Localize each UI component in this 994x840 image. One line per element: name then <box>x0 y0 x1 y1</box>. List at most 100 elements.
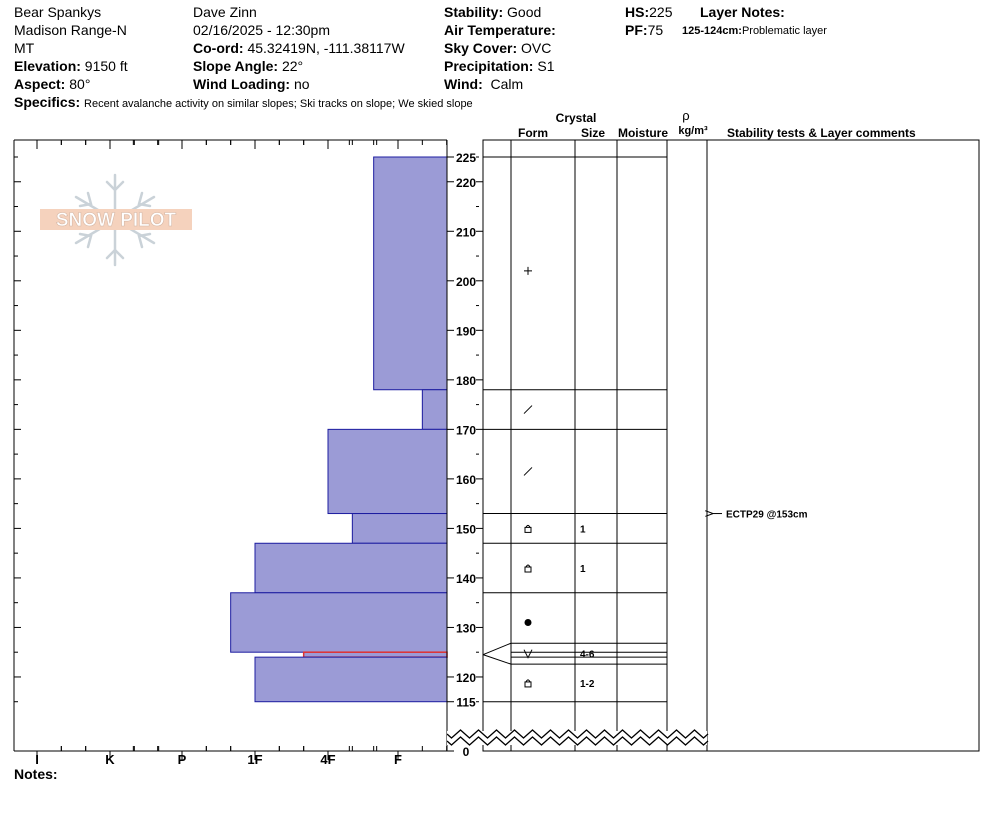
decomposing-fragments-icon <box>523 467 533 476</box>
mountain-range: Madison Range-N <box>14 22 127 38</box>
precipitation-particles-icon <box>524 266 532 275</box>
specifics-label: Specifics: <box>14 94 81 110</box>
stability-label: Stability: <box>444 4 504 20</box>
crystal-size: 1 <box>580 564 586 575</box>
air-temp-label: Air Temperature: <box>444 22 556 38</box>
crystal-size: 4-6 <box>580 650 595 661</box>
problematic-layer-bar <box>302 651 448 658</box>
hardness-bar <box>373 156 448 391</box>
stability-value: Good <box>507 4 542 20</box>
aspect: Aspect: 80° <box>14 75 90 93</box>
hardness-bar <box>327 428 448 515</box>
sky-value: OVC <box>521 40 552 56</box>
hardness-label: K <box>105 752 115 767</box>
layer-note: 125-124cm:Problematic layer <box>682 22 827 40</box>
stability-test-label: ECTP29 @153cm <box>726 510 808 521</box>
stability-tests-panel <box>706 139 980 752</box>
rounded-grains-icon <box>524 618 532 626</box>
decomposing-fragments-icon <box>523 405 533 414</box>
wind-loading-value: no <box>293 76 310 92</box>
wind-loading: Wind Loading: no <box>193 75 310 93</box>
crystal-table-frame <box>482 139 708 752</box>
depth-label: 170 <box>456 423 476 437</box>
hardness-bar <box>351 513 448 544</box>
precipitation: Precipitation: S1 <box>444 57 554 75</box>
snowpilot-logo: SNOW PILOT <box>40 173 192 267</box>
form-header: Form <box>518 126 548 140</box>
layer-connector <box>482 654 512 665</box>
hardness-label: I <box>35 752 39 767</box>
slash-symbol <box>523 467 533 476</box>
arc-symbol <box>525 524 531 528</box>
wind-value: Calm <box>490 76 524 92</box>
hardness-bars <box>230 156 448 703</box>
crystal-size: 1 <box>580 524 586 535</box>
square-symbol <box>524 566 532 573</box>
hardness-label: 4F <box>320 752 335 767</box>
rho-header: ρ <box>682 108 689 123</box>
penetration-foot: PF:75 <box>625 21 663 39</box>
hs-label: HS: <box>625 4 650 20</box>
depth-label: 190 <box>456 324 476 338</box>
wind-loading-label: Wind Loading: <box>193 76 291 92</box>
stability: Stability: Good <box>444 3 541 21</box>
pf-label: PF: <box>625 22 648 38</box>
coord-label: Co-ord: <box>193 40 244 56</box>
depth-break <box>446 729 709 746</box>
hs-value: 225 <box>649 4 673 20</box>
hardness-bar <box>421 389 448 430</box>
v-symbol <box>523 649 533 659</box>
precip-value: S1 <box>537 58 555 74</box>
air-temperature: Air Temperature: <box>444 21 556 39</box>
layer-connector <box>482 642 512 656</box>
date-time: 02/16/2025 - 12:30pm <box>193 22 330 38</box>
logo-text: SNOW PILOT <box>56 210 177 231</box>
depth-label: 140 <box>456 572 476 586</box>
wind: Wind: Calm <box>444 75 523 93</box>
crystal-size: 1-2 <box>580 679 595 690</box>
elevation-label: Elevation: <box>14 58 81 74</box>
coord-value: 45.32419N, -111.38117W <box>247 40 405 56</box>
depth-label: 160 <box>456 473 476 487</box>
dot-symbol <box>524 618 532 626</box>
hardness-bar <box>254 656 448 703</box>
density-unit-header: kg/m³ <box>678 125 708 137</box>
hardness-axis-labels: I K P 1F 4F F <box>35 752 402 767</box>
specifics-text: Recent avalanche activity on similar slo… <box>84 98 473 110</box>
square-symbol <box>524 681 532 688</box>
hardness-label: F <box>394 752 402 767</box>
observer: Dave Zinn <box>193 4 257 20</box>
depth-label: 210 <box>456 225 476 239</box>
slope-value: 22° <box>281 58 304 74</box>
state: MT <box>14 40 35 56</box>
plus-symbol <box>524 266 532 275</box>
hardness-bar <box>254 542 448 594</box>
slope-angle: Slope Angle: 22° <box>193 57 303 75</box>
sky-cover: Sky Cover: OVC <box>444 39 551 57</box>
wind-label: Wind: <box>444 76 483 92</box>
size-header: Size <box>581 126 605 140</box>
depth-axis: 225 220 210 200 190 180 170 160 150 140 130 120 115 0 <box>447 151 483 759</box>
square-symbol <box>524 526 532 533</box>
stability-test-results: ECTP29 @153cm <box>712 510 808 521</box>
moisture-header: Moisture <box>618 126 668 140</box>
depth-label: 120 <box>456 671 476 685</box>
faceted-crystals-icon <box>524 679 532 688</box>
crystal-header: Crystal <box>556 111 597 125</box>
slope-label: Slope Angle: <box>193 58 279 74</box>
faceted-crystals-icon <box>524 524 532 533</box>
snow-height: HS:225 <box>625 3 672 21</box>
depth-label: 130 <box>456 621 476 635</box>
layer-note-text: Problematic layer <box>741 25 827 37</box>
coordinates: Co-ord: 45.32419N, -111.38117W <box>193 39 405 57</box>
elevation-value: 9150 ft <box>84 58 128 74</box>
depth-label: 200 <box>456 275 476 289</box>
elevation: Elevation: 9150 ft <box>14 57 128 75</box>
depth-hoar-icon <box>523 649 533 659</box>
depth-label: 150 <box>456 522 476 536</box>
location: Bear Spankys <box>14 4 102 20</box>
depth-label: 225 <box>456 151 476 165</box>
hardness-label: P <box>178 752 187 767</box>
precip-label: Precipitation: <box>444 58 534 74</box>
